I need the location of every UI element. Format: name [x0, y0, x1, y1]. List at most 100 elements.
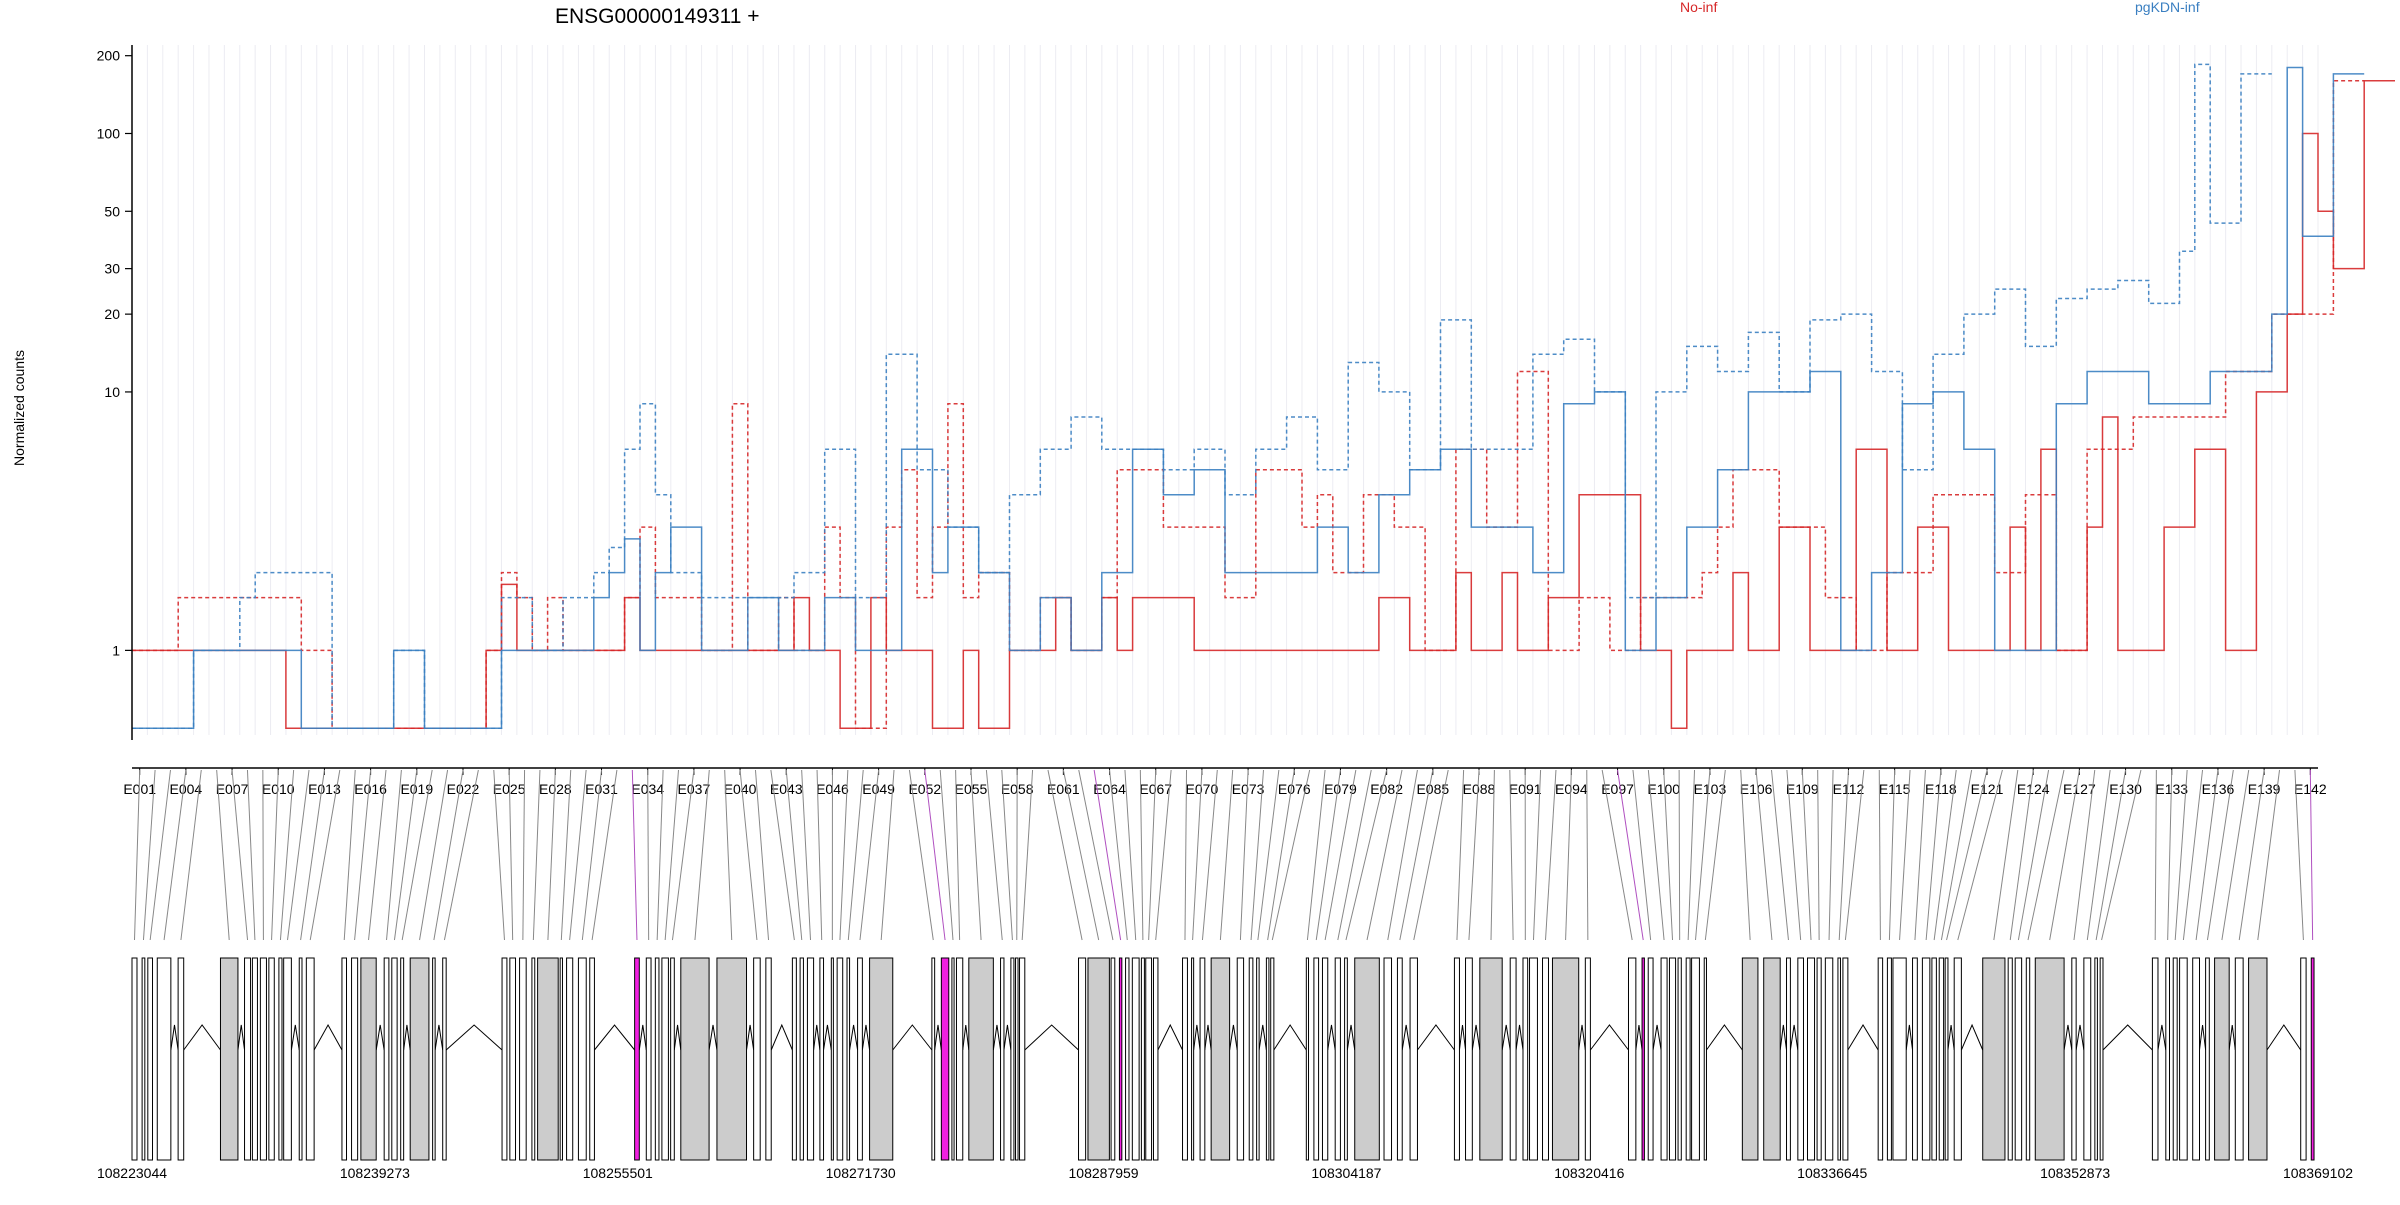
- exon-box: [2100, 958, 2103, 1160]
- series-line-pgkdn-inf-dashed: [132, 64, 2272, 728]
- exon-connector: [755, 770, 768, 940]
- exon-box: [766, 958, 771, 1160]
- chart-title: ENSG00000149311 +: [555, 5, 760, 28]
- exon-box: [1146, 958, 1152, 1160]
- exon-box: [1887, 958, 1891, 1160]
- exon-box: [932, 958, 935, 1160]
- exon-box: [1817, 958, 1821, 1160]
- intron-line: [1516, 1025, 1523, 1050]
- exon-connector: [1688, 770, 1694, 940]
- genomic-coordinate-label: 108304187: [1311, 1165, 1381, 1181]
- x-tick-label: E010: [262, 781, 295, 797]
- exon-box: [807, 958, 813, 1160]
- exon-box: [2301, 958, 2306, 1160]
- x-tick-label: E094: [1555, 781, 1588, 797]
- exon-box: [520, 958, 527, 1160]
- series-layer: [132, 64, 2395, 728]
- y-tick-label: 20: [104, 306, 120, 322]
- exon-box: [1257, 958, 1259, 1160]
- exon-box: [1410, 958, 1417, 1160]
- exon-box: [655, 958, 659, 1160]
- exon-box: [538, 958, 559, 1160]
- genomic-coordinate-label: 108271730: [826, 1165, 896, 1181]
- series-line-pgkdn-inf-solid: [132, 68, 2364, 729]
- exon-box: [178, 958, 184, 1160]
- exon-box: [1932, 958, 1936, 1160]
- exon-box: [2180, 958, 2188, 1160]
- exon-box: [662, 958, 669, 1160]
- exon-box: [2235, 958, 2243, 1160]
- exon-box: [1192, 958, 1194, 1160]
- intron-line: [1205, 1025, 1211, 1050]
- exon-box: [299, 958, 302, 1160]
- legend-pgkdn-inf: pgKDN-inf: [2135, 0, 2200, 15]
- exon-box: [352, 958, 358, 1160]
- exon-box: [252, 958, 257, 1160]
- exon-box: [1807, 958, 1814, 1160]
- intron-line: [238, 1025, 245, 1050]
- intron-line: [1472, 1025, 1480, 1050]
- x-tick-label: E037: [678, 781, 711, 797]
- x-tick-label: E118: [1925, 781, 1957, 797]
- exon-box: [392, 958, 397, 1160]
- x-tick-label: E112: [1833, 781, 1865, 797]
- exon-box: [1266, 958, 1269, 1160]
- exon-connector: [263, 770, 264, 940]
- exon-box: [510, 958, 516, 1160]
- exon-box: [1838, 958, 1841, 1160]
- exon-box: [1913, 958, 1918, 1160]
- intron-line: [2267, 1025, 2301, 1050]
- exon-box: [2026, 958, 2029, 1160]
- intron-line: [963, 1025, 969, 1050]
- exon-box: [1249, 958, 1253, 1160]
- exon-box: [1153, 958, 1157, 1160]
- x-tick-label: E016: [354, 781, 387, 797]
- exon-box: [1141, 958, 1144, 1160]
- intron-line: [1417, 1025, 1454, 1050]
- intron-line: [1502, 1025, 1510, 1050]
- exon-connector: [387, 770, 402, 940]
- exon-box: [532, 958, 535, 1160]
- exon-box: [590, 958, 595, 1160]
- intron-line: [2076, 1025, 2084, 1050]
- exon-box: [2152, 958, 2158, 1160]
- exon-box: [1454, 958, 1459, 1160]
- exon-connector: [247, 770, 254, 940]
- exon-box: [1530, 958, 1538, 1160]
- genomic-coordinate-label: 108287959: [1069, 1165, 1139, 1181]
- genomic-coordinate-label: 108223044: [97, 1165, 167, 1181]
- exon-box: [567, 958, 573, 1160]
- exon-connector: [344, 770, 355, 940]
- intron-line: [824, 1025, 832, 1050]
- exon-box: [1345, 958, 1348, 1160]
- intron-line: [1590, 1025, 1628, 1050]
- exon-box: [1692, 958, 1700, 1160]
- exon-box: [2173, 958, 2177, 1160]
- genomic-coordinate-label: 108255501: [583, 1165, 653, 1181]
- y-tick-label: 50: [104, 203, 120, 219]
- intron-line: [594, 1025, 634, 1050]
- x-tick-label: E070: [1186, 781, 1219, 797]
- exon-box: [1011, 958, 1014, 1160]
- intron-line: [291, 1025, 299, 1050]
- exon-connector: [1679, 770, 1680, 940]
- intron-line: [1259, 1025, 1266, 1050]
- intron-line: [435, 1025, 443, 1050]
- exon-box: [1661, 958, 1667, 1160]
- intron-line: [1961, 1025, 1982, 1050]
- genomic-coordinate-label: 108369102: [2283, 1165, 2353, 1181]
- exon-box: [1397, 958, 1402, 1160]
- exon-box: [1384, 958, 1392, 1160]
- x-tick-label: E115: [1879, 781, 1911, 797]
- exon-box: [1335, 958, 1340, 1160]
- y-tick-label: 200: [97, 48, 121, 64]
- intron-line: [1579, 1025, 1586, 1050]
- intron-line: [1790, 1025, 1797, 1050]
- intron-line: [404, 1025, 411, 1050]
- exon-box: [1211, 958, 1229, 1160]
- exon-box: [279, 958, 282, 1160]
- exon-box: [361, 958, 376, 1160]
- intron-line: [1706, 1025, 1742, 1050]
- exon-box: [1020, 958, 1025, 1160]
